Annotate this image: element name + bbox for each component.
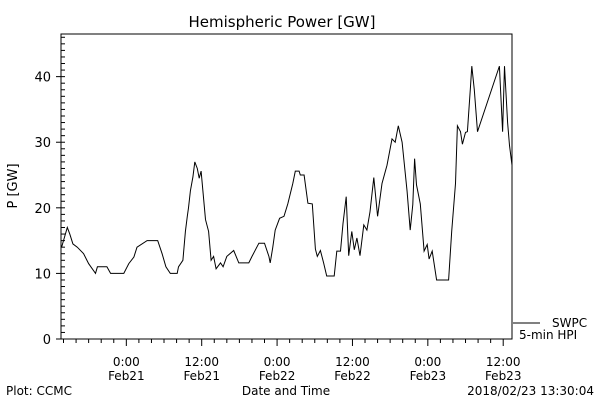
x-tick-label-date: Feb21 <box>108 369 145 383</box>
y-axis: 0 10 20 30 40 <box>34 36 65 348</box>
plot-frame <box>60 33 513 340</box>
x-tick-label-time: 12:00 <box>486 355 521 369</box>
x-tick-label-date: Feb22 <box>259 369 296 383</box>
y-tick-label: 0 <box>43 333 51 348</box>
x-tick-label-time: 12:00 <box>184 355 219 369</box>
x-axis-label: Date and Time <box>242 384 330 398</box>
x-tick-label-time: 0:00 <box>113 355 140 369</box>
y-tick-label: 40 <box>34 71 51 86</box>
legend-label-line2: 5-min HPI <box>519 328 577 342</box>
chart-title: Hemispheric Power [GW] <box>189 13 376 31</box>
series-line-hpi <box>61 65 513 281</box>
x-tick-label-date: Feb23 <box>485 369 522 383</box>
plot-credit: Plot: CCMC <box>6 384 72 398</box>
x-axis: 0:00Feb2112:00Feb210:00Feb2212:00Feb220:… <box>63 339 522 383</box>
y-tick-label: 30 <box>34 136 51 151</box>
legend-label-line1: SWPC <box>552 316 587 330</box>
x-tick-label-time: 12:00 <box>335 355 370 369</box>
x-tick-label-date: Feb21 <box>183 369 220 383</box>
x-tick-label-date: Feb22 <box>334 369 371 383</box>
series-group <box>61 65 513 281</box>
y-tick-label: 20 <box>34 202 51 217</box>
x-tick-label-time: 0:00 <box>264 355 291 369</box>
plot-timestamp: 2018/02/23 13:30:04 <box>467 384 594 398</box>
x-tick-label-date: Feb23 <box>410 369 447 383</box>
y-tick-label: 10 <box>34 267 51 282</box>
y-axis-label: P [GW] <box>6 163 21 208</box>
x-tick-label-time: 0:00 <box>414 355 441 369</box>
